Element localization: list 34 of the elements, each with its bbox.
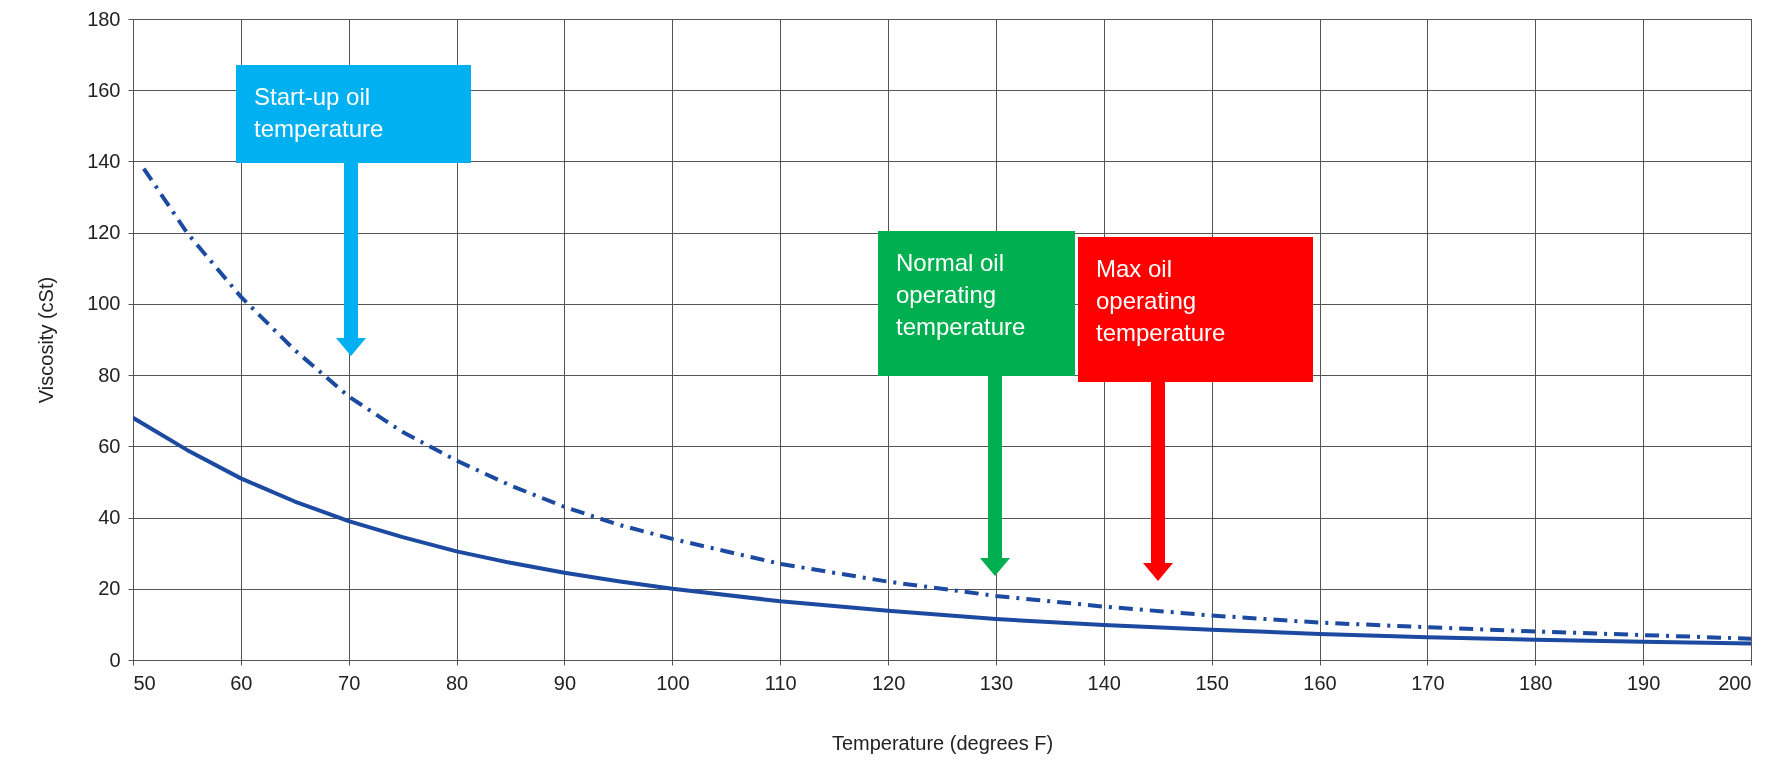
annotation: Max oil operating temperature [1096, 254, 1226, 348]
y-tick-label: 40 [98, 506, 121, 529]
x-axis-title: Temperature (degrees F) [831, 731, 1054, 754]
x-tick-label: 70 [338, 671, 361, 694]
x-tick-label: 200 [1718, 671, 1752, 694]
x-tick-label: 80 [445, 671, 469, 694]
annotation: Normal oil operating temperature [896, 248, 1026, 342]
x-tick-label: 150 [1195, 671, 1229, 694]
callout-box: Max oil operating temperature [1078, 237, 1313, 382]
x-tick-label: 170 [1411, 671, 1445, 694]
y-tick-label: 180 [87, 7, 121, 30]
x-tick-label: 100 [656, 671, 690, 694]
y-tick-label: 120 [87, 221, 121, 244]
y-tick-label: 160 [87, 78, 121, 101]
x-tick-label: 140 [1087, 671, 1121, 694]
y-tick-label: 0 [109, 648, 121, 671]
y-tick-label: 80 [98, 363, 121, 386]
x-tick-label: 180 [1519, 671, 1553, 694]
callout-box: Normal oil operating temperature [878, 231, 1075, 376]
y-tick-label: 140 [87, 149, 121, 172]
x-tick-label: 120 [871, 671, 906, 694]
x-tick-label: 50 [133, 671, 156, 694]
x-tick-label: 110 [764, 671, 797, 694]
x-tick-label: 160 [1303, 671, 1337, 694]
callout-box: Start-up oil temperature [236, 65, 471, 163]
x-tick-label: 190 [1626, 671, 1661, 694]
y-tick-label: 20 [98, 577, 121, 600]
x-tick-label: 60 [230, 671, 253, 694]
y-axis-title: Viscosity (cSt) [35, 276, 58, 404]
annotation: Start-up oil temperature [254, 82, 384, 144]
x-tick-label: 130 [979, 671, 1014, 694]
y-tick-label: 60 [98, 434, 121, 457]
y-tick-label: 100 [87, 292, 121, 315]
x-tick-label: 90 [553, 671, 577, 694]
